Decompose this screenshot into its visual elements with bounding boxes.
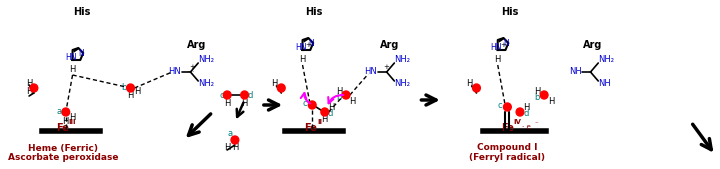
Text: NH₂: NH₂	[598, 55, 614, 65]
Text: H: H	[350, 98, 356, 106]
Circle shape	[516, 108, 524, 116]
Text: III: III	[69, 119, 76, 125]
Text: Arg: Arg	[186, 40, 206, 50]
Text: Arg: Arg	[582, 40, 602, 50]
Text: H: H	[548, 98, 554, 106]
Text: HN: HN	[65, 54, 76, 63]
Text: H: H	[224, 143, 230, 152]
Text: d: d	[523, 108, 528, 117]
Text: NH₂: NH₂	[394, 55, 410, 65]
Text: HN: HN	[364, 67, 377, 77]
Text: H: H	[232, 143, 238, 152]
Text: H: H	[495, 55, 501, 65]
Text: H: H	[523, 103, 530, 112]
Circle shape	[321, 108, 328, 116]
Text: H: H	[534, 87, 541, 95]
Text: H: H	[467, 79, 473, 89]
Text: H: H	[241, 99, 248, 107]
Text: HN: HN	[490, 43, 502, 53]
Text: (Ferryl radical): (Ferryl radical)	[469, 153, 546, 163]
Text: Heme (Ferric): Heme (Ferric)	[28, 143, 98, 152]
Text: Ascorbate peroxidase: Ascorbate peroxidase	[8, 153, 118, 163]
Text: b: b	[121, 83, 127, 92]
Text: H: H	[127, 91, 134, 100]
Text: H: H	[134, 88, 140, 96]
Text: +: +	[305, 42, 311, 48]
Text: ····: ····	[187, 69, 194, 75]
Text: H: H	[271, 79, 278, 89]
Text: +: +	[189, 64, 195, 70]
Circle shape	[472, 84, 480, 92]
Text: Fe: Fe	[501, 123, 514, 133]
Circle shape	[231, 136, 239, 144]
Text: NH₂: NH₂	[198, 78, 214, 88]
Text: NH₂: NH₂	[198, 55, 214, 65]
Text: Fe: Fe	[304, 123, 317, 133]
Text: b: b	[336, 93, 342, 103]
Text: H: H	[328, 103, 335, 112]
Circle shape	[30, 84, 37, 92]
Text: b: b	[535, 93, 540, 103]
Text: Fe: Fe	[56, 123, 69, 133]
Text: HN: HN	[295, 43, 307, 53]
Circle shape	[223, 91, 231, 99]
Circle shape	[62, 108, 70, 116]
Circle shape	[127, 84, 135, 92]
Text: His: His	[500, 7, 518, 17]
Circle shape	[503, 103, 511, 111]
Text: NH: NH	[598, 78, 611, 88]
Text: NH: NH	[569, 67, 582, 77]
Text: His: His	[73, 7, 91, 17]
Text: d: d	[328, 108, 333, 117]
Circle shape	[240, 91, 248, 99]
Text: His: His	[305, 7, 323, 17]
Text: H: H	[322, 115, 328, 125]
Text: c: c	[219, 91, 224, 100]
Circle shape	[342, 91, 350, 99]
Text: H: H	[26, 78, 32, 88]
Text: H: H	[63, 117, 69, 127]
Text: c: c	[498, 102, 502, 111]
Text: NH₂: NH₂	[394, 78, 410, 88]
Text: H: H	[224, 99, 230, 107]
Text: c: c	[302, 99, 307, 107]
Text: N: N	[78, 49, 84, 57]
Text: H: H	[300, 55, 306, 65]
Text: N: N	[308, 39, 314, 47]
Text: +: +	[384, 64, 390, 70]
Text: d: d	[248, 91, 253, 100]
Circle shape	[540, 91, 548, 99]
Text: IV: IV	[513, 119, 521, 125]
Text: ⁻: ⁻	[534, 121, 539, 127]
Text: II: II	[318, 119, 323, 125]
Text: N: N	[503, 39, 509, 47]
Text: H: H	[69, 113, 76, 122]
Text: Arg: Arg	[380, 40, 399, 50]
Circle shape	[277, 84, 285, 92]
Text: H: H	[26, 88, 32, 96]
Text: Compound I: Compound I	[477, 143, 538, 152]
Text: HN: HN	[168, 67, 181, 77]
Text: H: H	[336, 87, 343, 95]
Text: · e: · e	[523, 124, 531, 130]
Circle shape	[308, 101, 316, 109]
Text: H: H	[69, 66, 76, 75]
Text: +: +	[500, 42, 506, 48]
Text: a: a	[56, 107, 62, 116]
Text: a: a	[228, 128, 233, 138]
